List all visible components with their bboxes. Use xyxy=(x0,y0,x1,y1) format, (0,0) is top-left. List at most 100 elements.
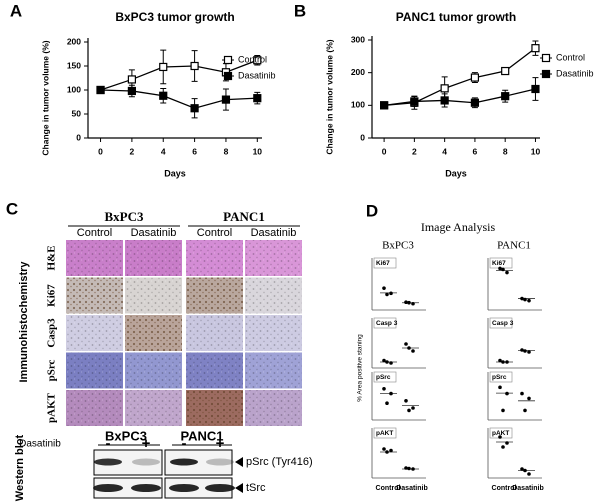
plot-label: pAKT xyxy=(376,430,393,437)
data-point xyxy=(407,408,411,413)
legend-marker xyxy=(541,69,551,79)
marker xyxy=(440,84,449,93)
marker xyxy=(410,97,419,106)
data-point xyxy=(527,350,531,354)
data-point xyxy=(404,466,408,470)
micrograph-texture xyxy=(125,277,182,314)
blot-band xyxy=(93,484,123,492)
micrograph-texture xyxy=(125,352,182,389)
data-point xyxy=(520,348,524,352)
data-point xyxy=(527,472,531,476)
data-point xyxy=(527,396,531,401)
chart-title: Image Analysis xyxy=(421,220,496,234)
data-point xyxy=(407,346,411,350)
plot-label: Ki67 xyxy=(376,260,390,267)
y-axis-label: Change in tumor volume (%) xyxy=(40,40,50,155)
stain-label: pSrc xyxy=(46,359,58,381)
data-point xyxy=(523,408,527,413)
plot-label-box xyxy=(373,427,397,439)
x-tick-label: 0 xyxy=(382,146,387,156)
data-point xyxy=(505,391,509,396)
micrograph-texture xyxy=(125,390,182,426)
legend-label: Control xyxy=(238,54,267,64)
legend-label: Dasatinib xyxy=(238,70,276,80)
blot-group: BxPC3 xyxy=(105,428,147,443)
treatment-sign: + xyxy=(216,435,225,452)
y-tick-label: 150 xyxy=(67,60,81,70)
marker xyxy=(159,91,168,100)
data-point xyxy=(389,391,393,396)
y-tick-label: 200 xyxy=(351,67,365,77)
marker xyxy=(380,101,389,110)
condition-label: Control xyxy=(197,227,232,239)
data-point xyxy=(385,360,389,364)
plot-label-box xyxy=(373,257,397,269)
micrograph-texture xyxy=(186,240,243,276)
micrograph-texture xyxy=(186,390,243,426)
series-line xyxy=(100,59,258,91)
blot-band xyxy=(205,484,235,492)
plot-label: pSrc xyxy=(376,374,391,381)
marker xyxy=(253,94,262,103)
data-point xyxy=(411,301,415,306)
marker xyxy=(159,62,168,72)
y-tick-label: 50 xyxy=(72,108,82,118)
data-point xyxy=(520,467,524,471)
micrograph-texture xyxy=(66,277,123,314)
x-axis-label: Days xyxy=(164,168,186,178)
data-point xyxy=(501,445,505,449)
marker xyxy=(96,85,105,95)
x-tick-label: 0 xyxy=(98,146,103,156)
panel-label: D xyxy=(366,201,378,220)
data-point xyxy=(385,450,389,454)
y-tick-label: 0 xyxy=(360,132,365,142)
band-arrow xyxy=(235,457,243,467)
data-point xyxy=(505,360,509,364)
micrograph-texture xyxy=(186,352,243,389)
marker xyxy=(127,86,136,96)
marker xyxy=(470,98,480,107)
data-point xyxy=(389,291,393,296)
plot-label-box xyxy=(489,371,513,383)
x-tick-label: 2 xyxy=(130,146,135,156)
data-point xyxy=(382,358,386,363)
treatment-label: Dasatinib xyxy=(19,439,61,450)
data-point xyxy=(501,267,505,272)
plot-label: Casp 3 xyxy=(492,320,514,327)
micrograph-texture xyxy=(245,352,302,389)
data-point xyxy=(498,358,502,363)
marker xyxy=(253,56,262,65)
micrograph-texture xyxy=(245,240,302,276)
stain-label: pAKT xyxy=(46,392,58,423)
blot-band xyxy=(132,458,160,466)
micrograph-texture xyxy=(125,315,182,351)
treatment-sign: - xyxy=(182,435,187,452)
data-point xyxy=(385,292,389,297)
micrograph-texture xyxy=(125,240,182,276)
x-tick-label: 8 xyxy=(503,146,508,156)
x-tick-label: 10 xyxy=(253,146,263,156)
micrograph-texture xyxy=(66,390,123,426)
category-label: Control xyxy=(376,485,401,492)
marker xyxy=(531,44,540,53)
data-point xyxy=(501,360,505,364)
plot-label: pSrc xyxy=(492,374,507,381)
y-axis-label: Immunohistochemistry xyxy=(18,261,30,383)
condition-label: Control xyxy=(77,227,112,239)
column-title: BxPC3 xyxy=(382,240,414,252)
marker xyxy=(531,84,540,94)
legend-marker xyxy=(541,53,551,63)
marker xyxy=(190,104,199,113)
plot-label: Ki67 xyxy=(492,260,506,267)
plot-label-box xyxy=(373,317,397,329)
marker xyxy=(470,73,480,82)
legend-label: Dasatinib xyxy=(556,68,594,78)
category-label: Control xyxy=(492,485,517,492)
y-tick-label: 100 xyxy=(351,100,365,110)
micrograph-texture xyxy=(245,315,302,351)
blot-band xyxy=(131,484,161,492)
data-point xyxy=(505,441,509,445)
x-axis-label: Days xyxy=(445,168,467,178)
panel-label: A xyxy=(10,1,22,20)
micrograph-texture xyxy=(186,315,243,351)
